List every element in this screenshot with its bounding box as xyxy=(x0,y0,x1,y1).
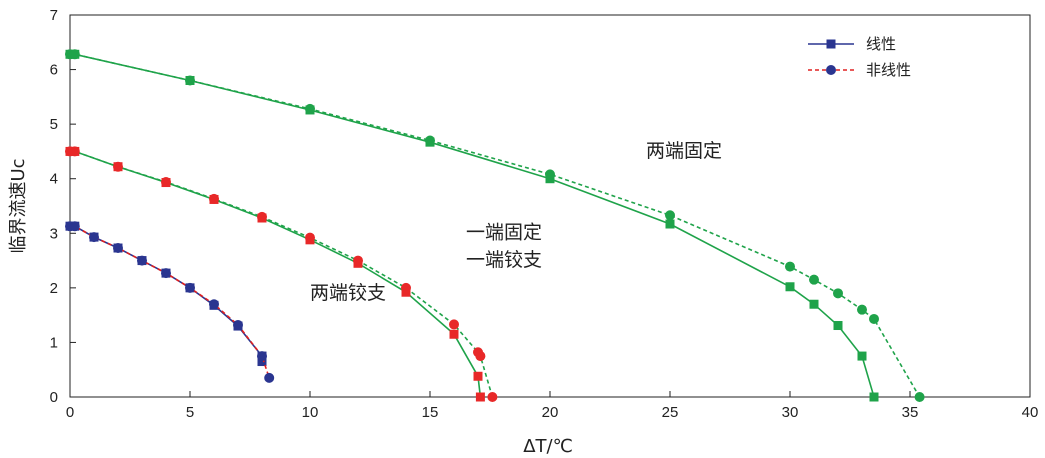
data-point xyxy=(785,261,795,272)
data-point xyxy=(857,351,867,361)
data-point xyxy=(857,304,867,315)
data-point xyxy=(257,211,267,222)
y-tick-label: 2 xyxy=(50,280,58,297)
series-line xyxy=(70,225,270,379)
data-point xyxy=(161,268,171,279)
x-tick-label: 15 xyxy=(422,404,439,421)
series-line xyxy=(70,53,875,398)
data-point xyxy=(425,135,435,146)
series-line xyxy=(70,150,482,398)
data-point xyxy=(305,232,315,243)
data-point xyxy=(449,319,459,330)
data-point xyxy=(665,210,675,221)
series-5 xyxy=(65,49,925,402)
y-tick-label: 5 xyxy=(50,116,58,133)
y-tick-label: 1 xyxy=(50,334,58,351)
data-point xyxy=(833,288,843,299)
series-layer xyxy=(65,49,925,402)
data-point xyxy=(545,169,555,180)
series-3 xyxy=(65,146,498,402)
annotation-label: 两端固定 xyxy=(646,140,722,162)
data-point xyxy=(233,319,243,330)
data-point xyxy=(353,255,363,266)
x-axis-label: ΔT/℃ xyxy=(523,436,573,457)
y-tick-label: 3 xyxy=(50,225,58,242)
x-tick-label: 35 xyxy=(902,404,919,421)
data-point xyxy=(69,146,80,157)
data-point xyxy=(785,282,795,292)
series-line xyxy=(70,225,263,362)
x-tick-label: 20 xyxy=(542,404,559,421)
data-point xyxy=(257,357,267,367)
x-tick-label: 30 xyxy=(782,404,799,421)
data-point xyxy=(473,371,483,381)
data-point xyxy=(137,255,147,266)
data-point xyxy=(69,221,80,232)
data-point xyxy=(833,321,843,331)
legend-label: 线性 xyxy=(866,35,896,53)
annotation-label: 一端固定 xyxy=(466,222,542,244)
data-point xyxy=(449,329,459,339)
data-point xyxy=(185,75,195,86)
data-point xyxy=(185,282,195,293)
annotation-label: 两端铰支 xyxy=(310,282,386,304)
data-point xyxy=(401,282,411,293)
series-2 xyxy=(65,146,485,402)
data-point xyxy=(264,372,275,383)
data-point xyxy=(161,176,171,187)
axis-ticks: 0 5 10 15 20 25 30 35 40 0 1 2 3 4 5 6 7 xyxy=(50,7,1039,421)
data-point xyxy=(209,299,219,310)
y-axis-label: 临界流速Uc xyxy=(8,158,29,253)
x-tick-label: 25 xyxy=(662,404,679,421)
legend-marker xyxy=(826,39,836,49)
data-point xyxy=(209,193,219,204)
data-point xyxy=(257,351,267,362)
series-1 xyxy=(65,221,275,383)
data-point xyxy=(869,313,879,324)
annotation-label: 一端铰支 xyxy=(466,249,542,271)
series-line xyxy=(70,150,494,398)
data-point xyxy=(487,392,498,402)
data-point xyxy=(809,274,819,285)
x-tick-label: 0 xyxy=(66,404,74,421)
y-tick-label: 7 xyxy=(50,7,58,24)
y-tick-label: 4 xyxy=(50,171,58,188)
data-point xyxy=(89,232,99,243)
data-point xyxy=(113,243,123,254)
data-point xyxy=(914,392,925,402)
data-point xyxy=(869,392,879,402)
data-point xyxy=(475,351,486,362)
legend-marker xyxy=(826,65,836,75)
y-tick-label: 0 xyxy=(50,389,58,406)
data-point xyxy=(69,49,80,60)
y-tick-label: 6 xyxy=(50,62,58,79)
legend-label: 非线性 xyxy=(866,61,911,79)
data-point xyxy=(305,103,315,114)
data-point xyxy=(809,299,819,309)
series-0 xyxy=(65,221,267,367)
x-tick-label: 10 xyxy=(302,404,319,421)
data-point xyxy=(475,392,485,402)
x-tick-label: 5 xyxy=(186,404,194,421)
data-point xyxy=(665,219,675,229)
x-tick-label: 40 xyxy=(1022,404,1039,421)
data-point xyxy=(113,161,123,172)
